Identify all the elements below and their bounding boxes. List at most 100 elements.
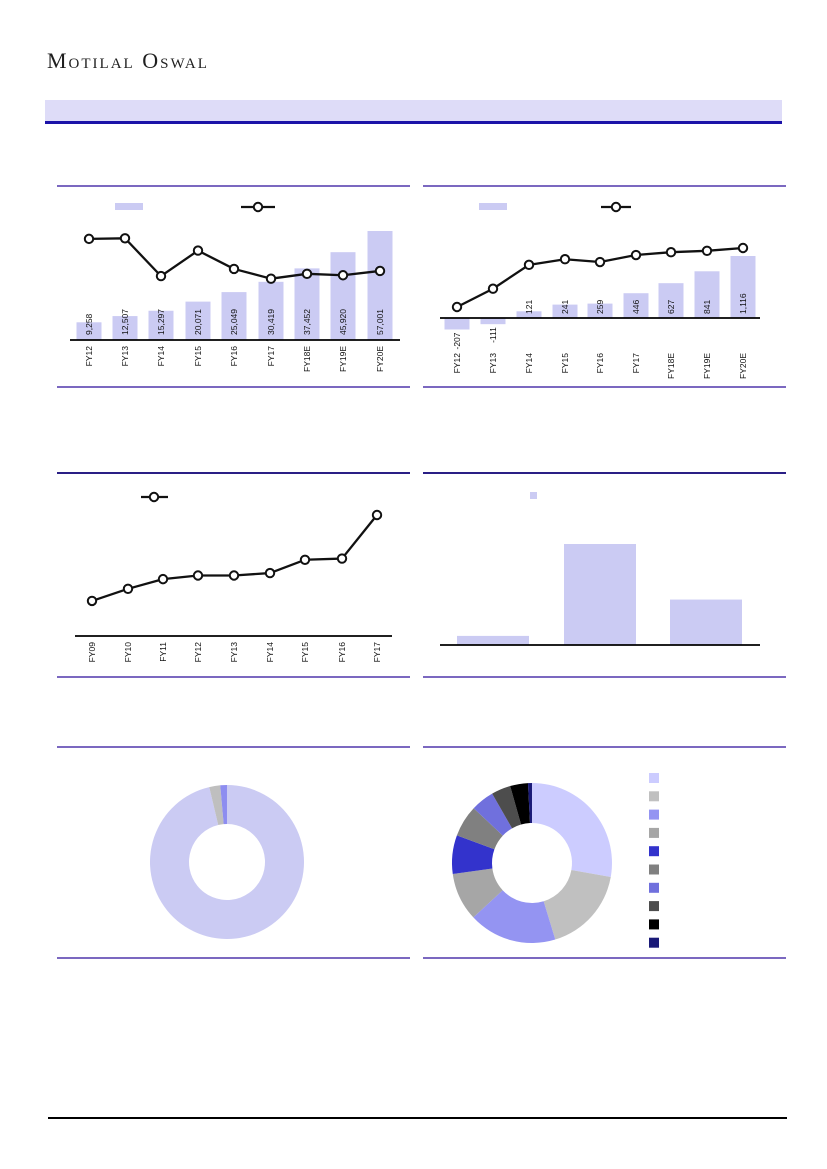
donut-slice	[532, 783, 612, 878]
panel-rule	[57, 957, 410, 959]
data-label: 1,116	[738, 293, 748, 314]
line-marker	[737, 242, 749, 254]
line-marker	[374, 265, 386, 277]
category-label: FY20E	[738, 353, 748, 379]
chart-top-right-bar-line: -207 -111 121 241 259 446 627 841 1,116 FY12 FY13 F…	[440, 201, 760, 379]
line-marker	[559, 254, 571, 265]
category-label: FY20E	[375, 346, 385, 372]
bar	[730, 256, 756, 318]
legend-color-swatch	[649, 882, 659, 893]
donut-slice	[473, 793, 513, 836]
line-marker	[701, 245, 713, 257]
bar	[564, 544, 636, 645]
category-label: FY14	[524, 353, 534, 374]
brand-logo: Motilal Oswal	[47, 48, 209, 73]
bar	[294, 268, 320, 340]
data-label: 259	[595, 300, 605, 314]
bar	[148, 310, 174, 340]
chart-middle-left-line: FY09 FY10 FY11 FY12 FY13 FY14 FY15 FY16 FY17	[75, 491, 392, 663]
panel-rule	[423, 472, 786, 474]
panel-rule	[423, 386, 786, 388]
line-marker	[451, 301, 463, 313]
legend-color-swatch	[649, 773, 659, 783]
bar	[112, 316, 138, 340]
category-label: FY12	[193, 642, 203, 663]
category-label: FY17	[631, 353, 641, 374]
line-marker	[487, 283, 499, 294]
category-label: FY15	[560, 353, 570, 374]
bar	[185, 301, 211, 340]
line-marker	[371, 509, 383, 521]
legend-bar-swatch	[530, 492, 537, 499]
donut-slice	[452, 835, 495, 875]
panel-rule	[57, 386, 410, 388]
data-label: 30,419	[266, 309, 276, 335]
data-label: 45,920	[338, 309, 348, 335]
bar	[587, 303, 613, 318]
bar	[694, 271, 720, 318]
donut-slice	[543, 870, 611, 940]
panel-rule	[57, 185, 410, 187]
data-label: 12,507	[120, 309, 130, 335]
line-marker	[252, 201, 264, 213]
data-label: 446	[631, 300, 641, 314]
line-marker	[665, 247, 677, 258]
data-label: -207	[452, 332, 462, 349]
line-marker	[594, 256, 606, 268]
bar	[457, 635, 529, 645]
donut-slice	[510, 783, 530, 825]
line-marker	[122, 583, 134, 595]
data-label: 121	[524, 300, 534, 314]
category-label: FY10	[123, 642, 133, 663]
header-banner	[45, 100, 782, 124]
footer-rule	[48, 1117, 787, 1119]
category-label: FY09	[87, 642, 97, 663]
bar	[552, 304, 578, 318]
legend-color-swatch	[649, 846, 659, 857]
bar	[516, 311, 542, 318]
category-label: FY15	[300, 642, 310, 663]
legend-bar-swatch	[115, 203, 143, 210]
bar	[330, 252, 356, 340]
category-label: FY17	[372, 642, 382, 663]
line-marker	[523, 259, 535, 271]
panel-rule	[423, 185, 786, 187]
line-series	[91, 514, 378, 603]
line-marker	[192, 245, 204, 256]
category-label: FY12	[84, 346, 94, 367]
data-label: 627	[666, 300, 676, 314]
panel-rule	[57, 676, 410, 678]
line-marker	[119, 233, 131, 244]
category-label: FY17	[266, 346, 276, 367]
category-label: FY14	[156, 346, 166, 367]
data-label: 241	[560, 300, 570, 314]
category-label: FY16	[229, 346, 239, 367]
donut-slice	[149, 785, 304, 939]
line-marker	[83, 233, 95, 245]
legend-color-swatch	[649, 901, 659, 912]
category-label: FY18E	[666, 353, 676, 379]
panel-rule	[423, 746, 786, 748]
bar	[76, 322, 102, 340]
bar	[480, 318, 506, 325]
line-marker	[228, 570, 240, 581]
line-marker	[86, 595, 98, 607]
legend-color-swatch	[649, 864, 659, 875]
donut-slice	[527, 783, 532, 824]
line-marker	[157, 573, 169, 585]
category-label: FY14	[265, 642, 275, 663]
line-marker	[336, 553, 348, 564]
line-marker	[630, 249, 642, 261]
category-label: FY16	[595, 353, 605, 374]
legend-color-swatch	[649, 827, 659, 838]
data-label: 20,071	[193, 309, 203, 335]
bar	[444, 318, 470, 330]
donut-slice	[220, 785, 227, 825]
line-marker	[155, 270, 167, 282]
legend-color-swatch	[649, 937, 659, 948]
category-label: FY13	[488, 353, 498, 374]
bar	[670, 599, 742, 645]
donut-slice	[456, 808, 503, 850]
line-marker	[148, 491, 160, 503]
